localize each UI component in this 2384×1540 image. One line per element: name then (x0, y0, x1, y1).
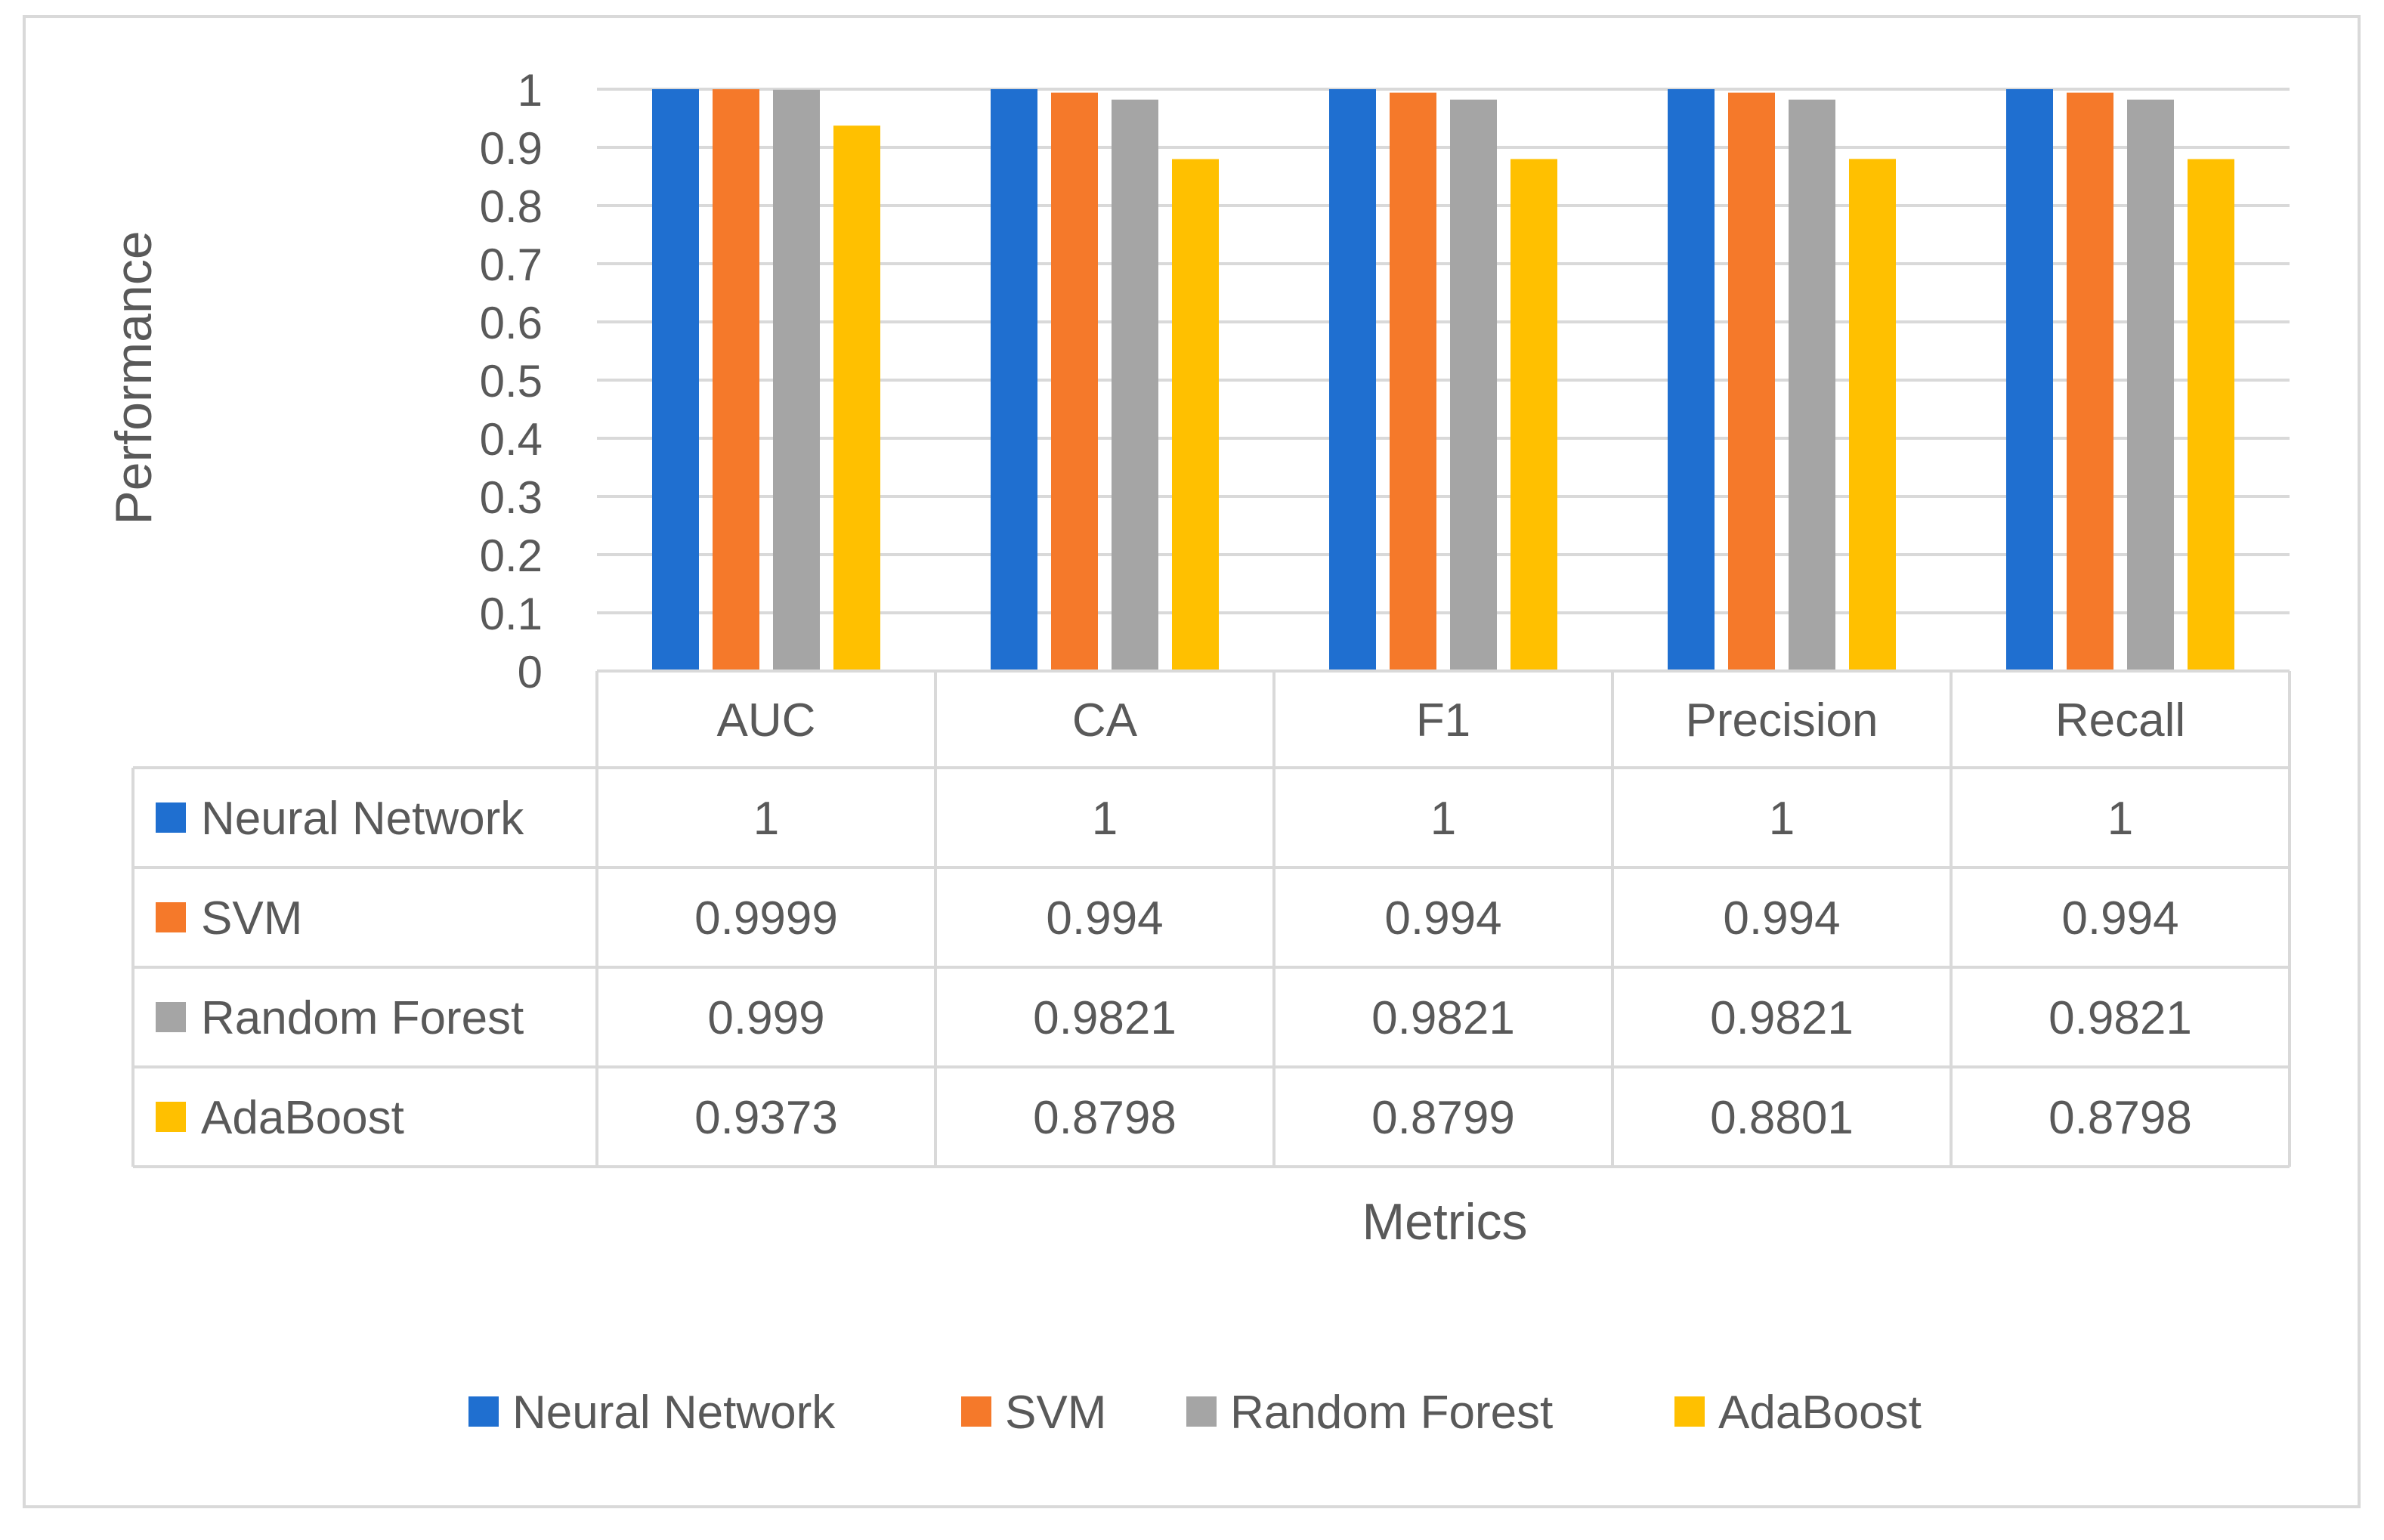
table-value: 0.8798 (1033, 1092, 1177, 1144)
data-table: AUC CA F1 Precision Recall Neural Network 1 1 1 1… (131, 669, 2291, 1168)
table-value: 0.994 (1384, 892, 1501, 945)
table-value: 0.9373 (694, 1092, 838, 1144)
table-value: 1 (1769, 793, 1795, 845)
y-axis-ticks: 0 0.1 0.2 0.3 0.4 0.5 0.6 0.7 0.8 0.9 1 (480, 65, 543, 697)
legend-label: Neural Network (512, 1387, 836, 1439)
row-series-label: Random Forest (201, 992, 524, 1044)
y-tick-label: 0.3 (480, 472, 543, 523)
table-value: 1 (753, 793, 779, 845)
bar-random-forest-ca (1112, 99, 1158, 671)
bar-neural-network-recall (2006, 89, 2053, 671)
bar-adaboost-ca (1172, 159, 1219, 671)
category-label: AUC (717, 694, 816, 747)
y-tick-label: 0 (518, 647, 543, 697)
table-value: 0.9999 (694, 892, 838, 945)
legend-swatch (1186, 1396, 1217, 1427)
bar-svm-auc (713, 89, 759, 671)
table-value: 0.9821 (2049, 992, 2192, 1044)
y-tick-label: 0.8 (480, 181, 543, 232)
legend-swatch (961, 1396, 991, 1427)
bar-neural-network-ca (991, 89, 1037, 671)
bar-neural-network-auc (652, 89, 699, 671)
table-value: 1 (1092, 793, 1118, 845)
legend-label: Random Forest (1230, 1387, 1553, 1439)
row-series-label: SVM (201, 892, 302, 945)
bar-random-forest-f1 (1450, 99, 1497, 671)
legend-swatch (1674, 1396, 1705, 1427)
bar-svm-ca (1051, 92, 1098, 672)
table-value: 0.8801 (1710, 1092, 1854, 1144)
category-label: F1 (1416, 694, 1470, 747)
bar-neural-network-precision (1668, 89, 1715, 671)
table-value: 0.999 (707, 992, 824, 1044)
bar-adaboost-precision (1849, 159, 1896, 671)
table-value: 0.994 (2061, 892, 2178, 945)
row-legend-swatch (156, 902, 186, 932)
y-tick-label: 0.4 (480, 414, 543, 465)
category-label: Recall (2055, 694, 2185, 747)
bars (652, 89, 2234, 672)
y-tick-label: 1 (518, 65, 543, 116)
y-tick-label: 0.5 (480, 356, 543, 407)
bar-adaboost-auc (833, 125, 880, 672)
bar-random-forest-auc (773, 89, 820, 671)
legend-label: AdaBoost (1718, 1387, 1922, 1439)
bar-random-forest-recall (2127, 99, 2174, 671)
category-label: CA (1072, 694, 1138, 747)
table-value: 0.9821 (1710, 992, 1854, 1044)
legend-label: SVM (1005, 1387, 1106, 1439)
bar-adaboost-f1 (1510, 159, 1557, 672)
bar-svm-recall (2067, 92, 2113, 672)
table-value: 1 (2107, 793, 2133, 845)
y-tick-label: 0.7 (480, 240, 543, 290)
y-axis-label: Performance (105, 230, 162, 524)
y-tick-label: 0.9 (480, 123, 543, 174)
table-value: 0.994 (1723, 892, 1840, 945)
table-value: 0.9821 (1371, 992, 1515, 1044)
legend-swatch (468, 1396, 499, 1427)
table-value: 1 (1430, 793, 1456, 845)
row-series-label: Neural Network (201, 793, 524, 845)
y-tick-label: 0.6 (480, 298, 543, 348)
bar-neural-network-f1 (1329, 89, 1376, 671)
bar-svm-f1 (1390, 92, 1436, 672)
row-legend-swatch (156, 1102, 186, 1132)
row-series-label: AdaBoost (201, 1092, 404, 1144)
category-label: Precision (1686, 694, 1878, 747)
bar-adaboost-recall (2188, 159, 2234, 671)
y-tick-label: 0.2 (480, 530, 543, 581)
y-tick-label: 0.1 (480, 589, 543, 639)
bar-svm-precision (1728, 92, 1775, 672)
x-axis-label: Metrics (1362, 1193, 1527, 1251)
table-value: 0.8798 (2049, 1092, 2192, 1144)
row-legend-swatch (156, 802, 186, 833)
bar-random-forest-precision (1789, 99, 1835, 671)
row-legend-swatch (156, 1002, 186, 1032)
legend: Neural Network SVM Random Forest AdaBoost (468, 1387, 1922, 1439)
table-value: 0.9821 (1033, 992, 1177, 1044)
table-value: 0.994 (1046, 892, 1163, 945)
table-value: 0.8799 (1371, 1092, 1515, 1144)
